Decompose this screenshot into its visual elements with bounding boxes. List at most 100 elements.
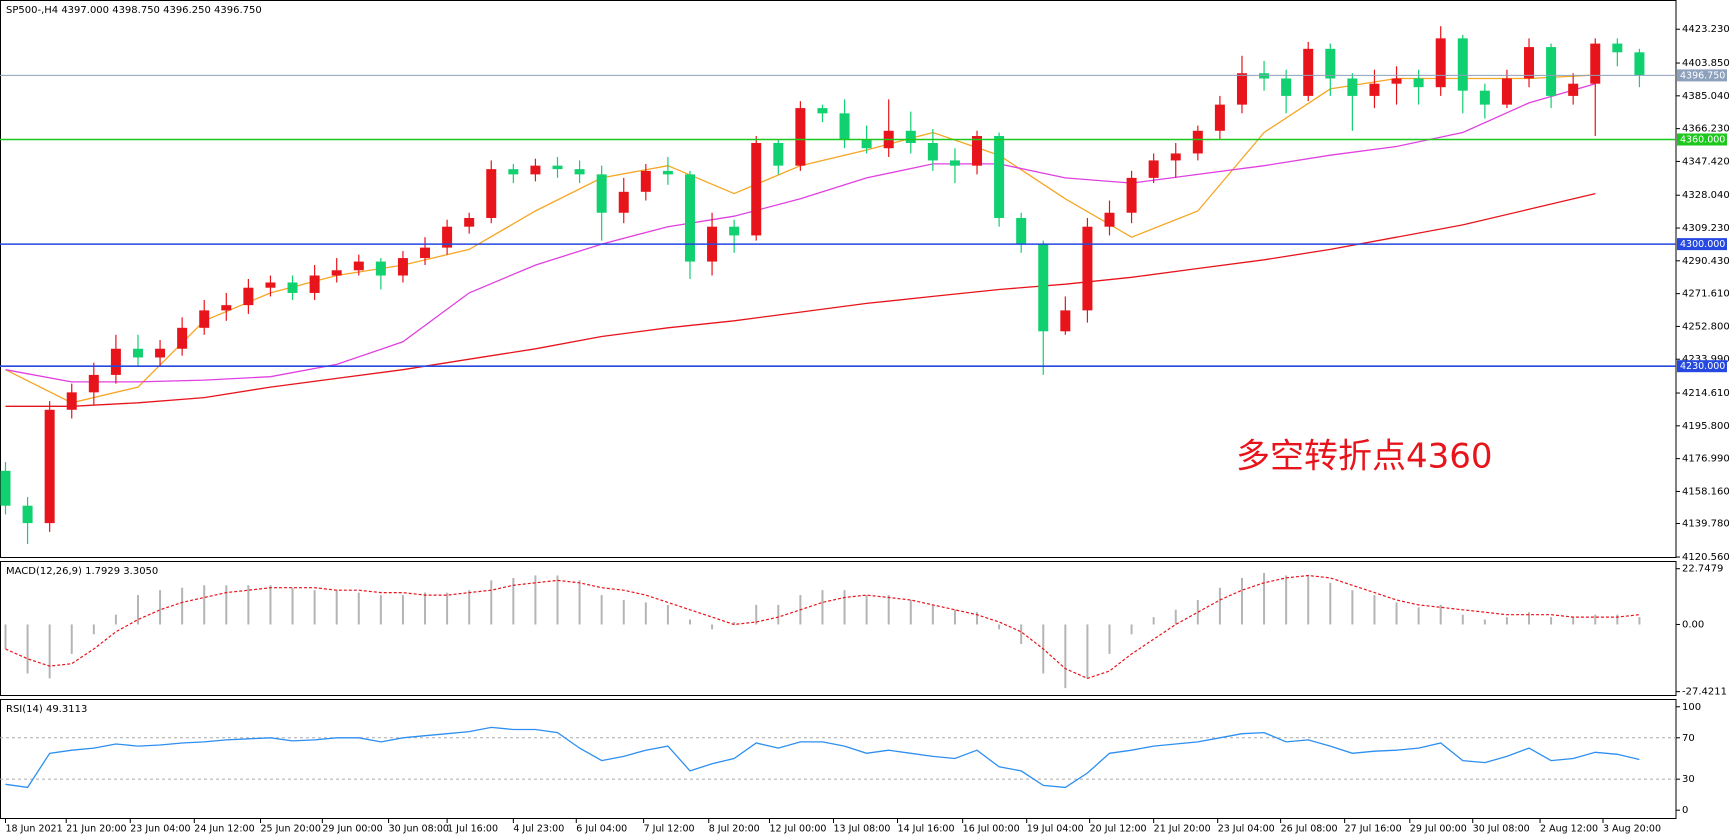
x-tick-label: 19 Jul 04:00	[1027, 824, 1084, 835]
candle-body	[155, 348, 166, 358]
candle-body	[1590, 43, 1601, 84]
candle-body	[1479, 90, 1490, 105]
panel-frame	[0, 0, 1677, 558]
candle-body	[1281, 78, 1292, 96]
price-box	[1677, 133, 1727, 146]
x-tick-label: 21 Jul 20:00	[1154, 824, 1211, 835]
candle-body	[22, 505, 33, 524]
x-tick-label: 20 Jul 12:00	[1090, 824, 1147, 835]
candle-body	[508, 169, 519, 175]
panel-frame	[0, 699, 1677, 819]
candle-body	[1568, 83, 1579, 96]
candle-body	[972, 136, 983, 166]
y-tick-label: 4252.800	[1682, 321, 1730, 332]
candle-body	[1148, 160, 1159, 178]
x-tick-label: 25 Jun 20:00	[261, 824, 321, 835]
candle-body	[1082, 226, 1093, 311]
y-tick-label: 0	[1682, 805, 1688, 816]
price-box-label: 4360.000	[1680, 135, 1725, 146]
candle-body	[464, 217, 475, 227]
y-tick-label: 4233.990	[1682, 354, 1730, 365]
candle-body	[1369, 83, 1380, 96]
x-tick-label: 4 Jul 23:00	[513, 824, 564, 835]
candle-body	[1325, 48, 1336, 79]
candle-body	[1192, 130, 1203, 154]
x-tick-label: 3 Aug 20:00	[1603, 824, 1661, 835]
x-tick-label: 26 Jul 08:00	[1281, 824, 1338, 835]
candle-body	[1391, 78, 1402, 84]
candle-body	[662, 170, 673, 175]
candle-body	[1214, 104, 1225, 131]
candle-body	[0, 470, 11, 506]
candle-body	[1546, 47, 1557, 96]
candle-body	[574, 169, 585, 175]
candle-body	[1170, 153, 1181, 161]
candle-body	[861, 139, 872, 149]
x-tick-label: 29 Jun 00:00	[322, 824, 382, 835]
x-tick-label: 23 Jun 04:00	[130, 824, 190, 835]
candle-body	[839, 113, 850, 140]
x-tick-label: 27 Jul 16:00	[1345, 824, 1402, 835]
y-tick-label: 4271.610	[1682, 289, 1730, 300]
moving-average	[5, 83, 1596, 383]
candle-body	[1016, 217, 1027, 245]
y-tick-label: 4423.230	[1682, 24, 1730, 35]
y-tick-label: 0.00	[1682, 619, 1704, 630]
candle-body	[243, 287, 254, 306]
y-tick-label: 4214.610	[1682, 388, 1730, 399]
rsi-line	[5, 726, 1640, 789]
y-tick-label: 4139.780	[1682, 519, 1730, 530]
y-tick-label: 4385.040	[1682, 91, 1730, 102]
candle-body	[552, 165, 563, 170]
candle-body	[1038, 244, 1049, 332]
x-tick-label: 14 Jul 16:00	[898, 824, 955, 835]
candle-body	[795, 108, 806, 166]
candle-body	[375, 261, 386, 276]
x-tick-label: 1 Jul 16:00	[447, 824, 498, 835]
candle-body	[773, 142, 784, 166]
candle-body	[88, 374, 99, 393]
candle-body	[221, 305, 232, 311]
price-box-label: 4230.000	[1680, 361, 1725, 372]
candle-body	[1060, 310, 1071, 332]
candle-body	[618, 191, 629, 213]
x-tick-label: 7 Jul 12:00	[644, 824, 695, 835]
price-box	[1677, 69, 1727, 82]
candle-body	[596, 174, 607, 213]
candle-body	[1347, 78, 1358, 96]
panel-title: MACD(12,26,9) 1.7929 3.3050	[6, 566, 158, 577]
x-tick-label: 30 Jul 08:00	[1473, 824, 1530, 835]
price-box-label: 4300.000	[1680, 239, 1725, 250]
y-tick-label: 4309.230	[1682, 223, 1730, 234]
candle-body	[132, 348, 143, 358]
annotation: 多空转折点4360	[1236, 437, 1493, 477]
candle-body	[199, 310, 210, 328]
candle-body	[927, 142, 938, 161]
candle-body	[110, 348, 121, 375]
candle-body	[1126, 177, 1137, 213]
candle-body	[44, 409, 55, 524]
candle-body	[994, 136, 1005, 218]
y-tick-label: 22.7479	[1682, 564, 1723, 575]
y-tick-label: 4195.800	[1682, 421, 1730, 432]
y-tick-label: 70	[1682, 733, 1695, 744]
price-box	[1677, 238, 1727, 251]
candle-body	[1524, 47, 1535, 79]
candle-body	[1435, 38, 1446, 88]
x-tick-label: 24 Jun 12:00	[194, 824, 254, 835]
candle-body	[66, 392, 77, 410]
candle-body	[1303, 48, 1314, 96]
candle-body	[905, 130, 916, 143]
candle-body	[1457, 38, 1468, 91]
y-tick-label: 4120.560	[1682, 552, 1730, 563]
candle-body	[684, 174, 695, 262]
price-box-label: 4396.750	[1680, 70, 1725, 81]
x-tick-label: 18 Jun 2021	[6, 824, 63, 835]
x-tick-label: 13 Jul 08:00	[834, 824, 891, 835]
y-tick-label: 4176.990	[1682, 454, 1730, 465]
candle-body	[729, 226, 740, 236]
candle-body	[442, 226, 453, 248]
x-tick-label: 16 Jul 00:00	[963, 824, 1020, 835]
